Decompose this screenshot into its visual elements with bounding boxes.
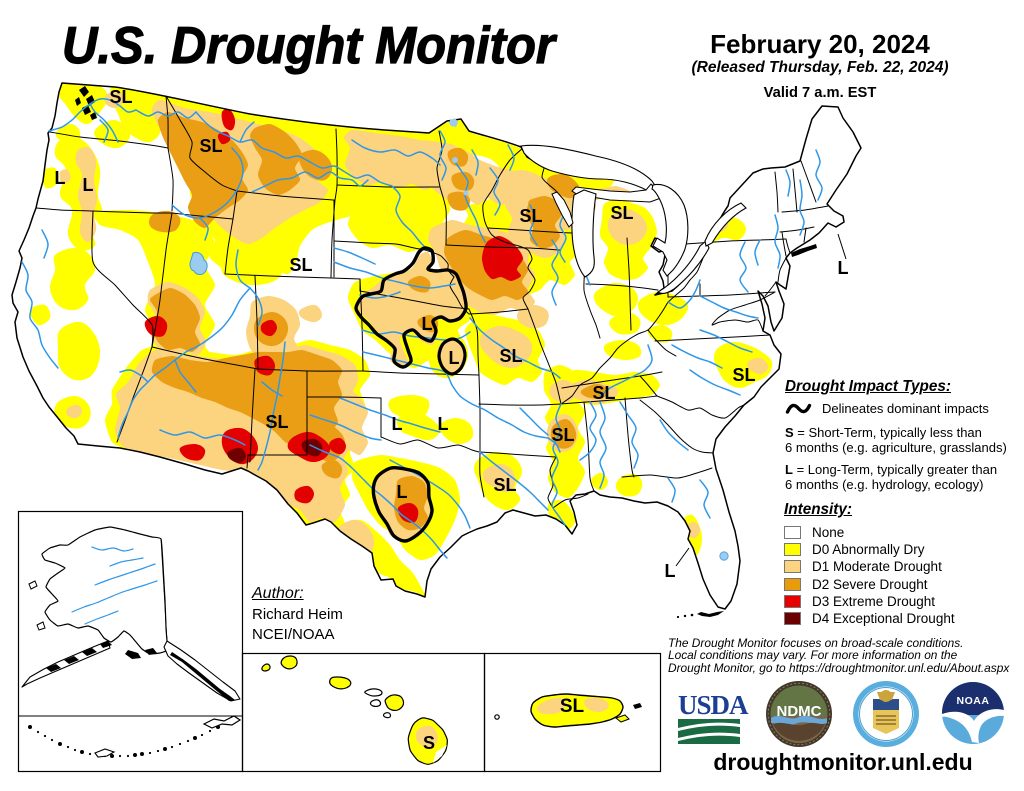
svg-text:L: L bbox=[83, 175, 94, 195]
svg-text:SL: SL bbox=[551, 425, 574, 445]
svg-text:L: L bbox=[665, 561, 676, 581]
svg-text:L: L bbox=[422, 314, 433, 334]
svg-text:L: L bbox=[438, 414, 449, 434]
svg-text:NOAA: NOAA bbox=[957, 695, 990, 707]
svg-text:SL: SL bbox=[493, 475, 516, 495]
svg-text:L: L bbox=[838, 258, 849, 278]
svg-text:SL: SL bbox=[560, 696, 585, 717]
svg-text:L: L bbox=[449, 348, 460, 368]
svg-text:USDA: USDA bbox=[678, 690, 749, 720]
svg-text:SL: SL bbox=[592, 383, 615, 403]
svg-text:SL: SL bbox=[109, 87, 132, 107]
svg-text:SL: SL bbox=[732, 365, 755, 385]
svg-text:SL: SL bbox=[499, 346, 522, 366]
svg-text:SL: SL bbox=[199, 136, 222, 156]
svg-text:L: L bbox=[55, 168, 66, 188]
svg-text:L: L bbox=[392, 414, 403, 434]
svg-text:L: L bbox=[397, 482, 408, 502]
svg-text:S: S bbox=[423, 733, 435, 753]
svg-text:SL: SL bbox=[265, 412, 288, 432]
svg-text:SL: SL bbox=[519, 206, 542, 226]
svg-text:NDMC: NDMC bbox=[777, 703, 822, 720]
svg-text:SL: SL bbox=[610, 203, 633, 223]
svg-text:SL: SL bbox=[289, 255, 312, 275]
